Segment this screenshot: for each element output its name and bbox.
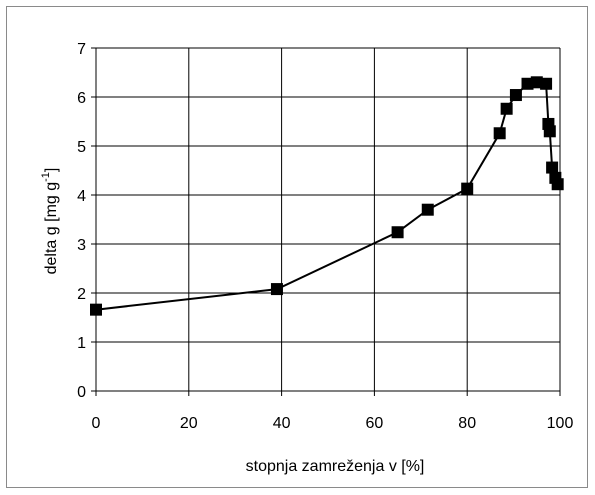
- x-tick-label: 80: [458, 415, 476, 432]
- x-tick-label: 40: [273, 415, 291, 432]
- y-tick-label: 2: [77, 286, 86, 303]
- y-tick-label: 5: [77, 139, 86, 156]
- x-tick-label: 0: [92, 415, 101, 432]
- markers: [90, 76, 564, 316]
- data-point-marker: [500, 102, 513, 115]
- y-tick-label: 3: [77, 237, 86, 254]
- y-axis-title-end: ]: [43, 168, 60, 172]
- y-tick-label: 4: [77, 188, 86, 205]
- axes: [91, 47, 561, 396]
- x-tick-label: 60: [366, 415, 384, 432]
- y-axis-title-sup: -1: [40, 172, 52, 182]
- series-line: [95, 81, 559, 311]
- y-tick-label: 1: [77, 335, 86, 352]
- y-tick-labels: 0 1 2 3 4 5 6 7: [77, 41, 86, 401]
- data-point-marker: [421, 203, 434, 216]
- data-point-marker: [461, 182, 474, 195]
- grid: [96, 47, 561, 391]
- data-point-marker: [540, 77, 553, 90]
- data-point-marker: [270, 283, 283, 296]
- data-point-marker: [521, 77, 534, 90]
- x-tick-label: 100: [547, 415, 574, 432]
- x-axis-title: stopnja zamreženja v [%]: [246, 458, 425, 475]
- y-tick-label: 6: [77, 90, 86, 107]
- chart-frame: [6, 6, 588, 488]
- data-point-marker: [509, 89, 522, 102]
- data-point-marker: [543, 125, 556, 138]
- x-tick-labels: 0 20 40 60 80 100: [92, 415, 574, 432]
- y-axis-title-base: delta g [mg g: [43, 182, 60, 275]
- y-tick-label: 0: [77, 384, 86, 401]
- x-tick-label: 20: [180, 415, 198, 432]
- y-axis-title: delta g [mg g-1]: [40, 168, 60, 275]
- y-tick-label: 7: [77, 41, 86, 58]
- data-point-marker: [391, 226, 404, 239]
- data-point-marker: [530, 76, 543, 89]
- data-point-marker: [90, 303, 102, 316]
- data-point-marker: [493, 127, 506, 140]
- data-point-marker: [551, 178, 564, 191]
- data-point-marker: [546, 161, 559, 174]
